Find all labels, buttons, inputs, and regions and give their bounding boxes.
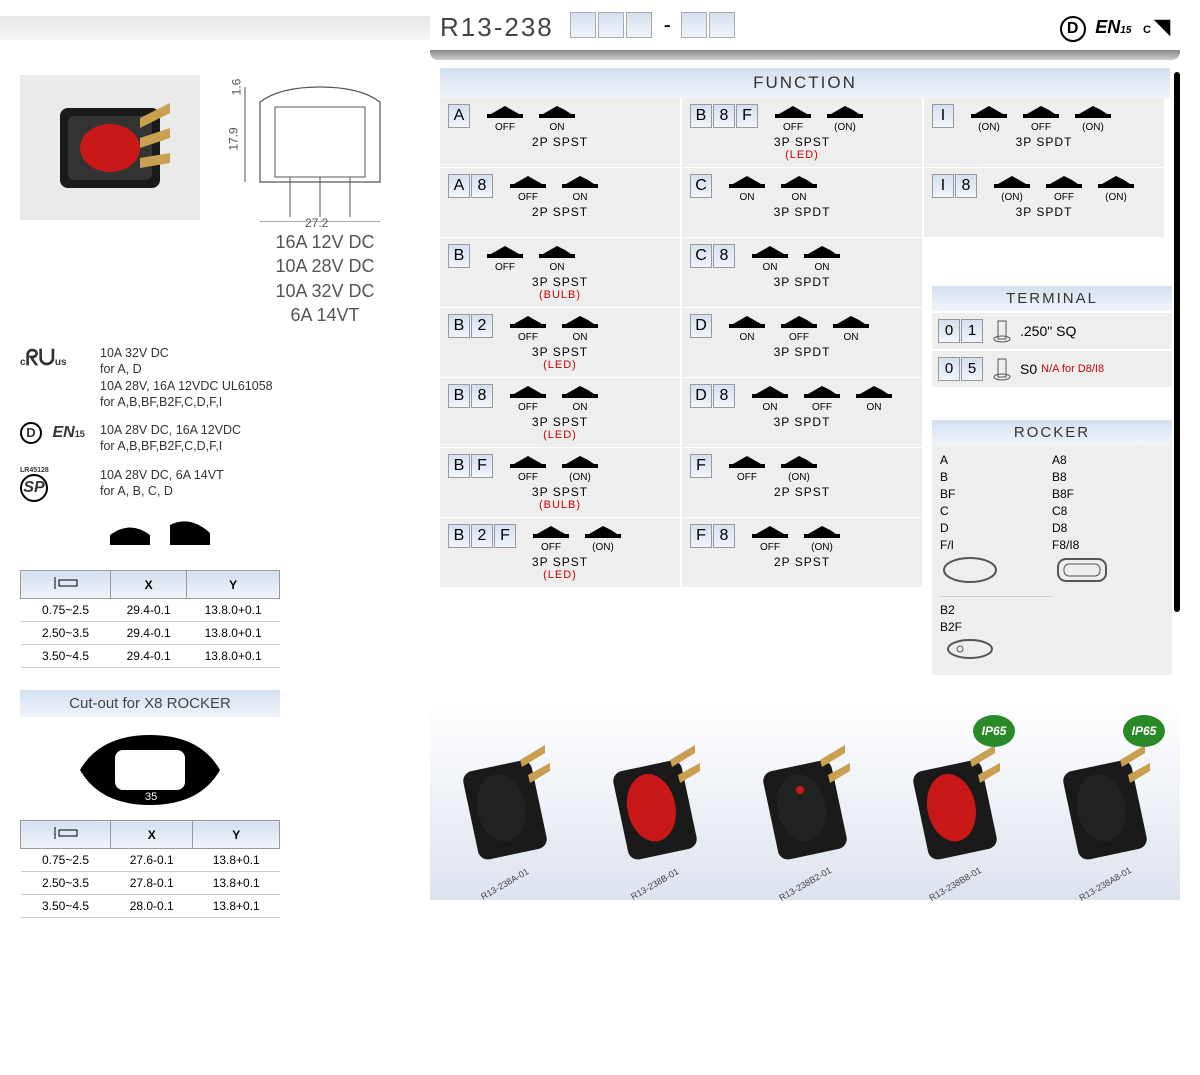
func-cell-B2: B2OFFON 3P SPST(LED) bbox=[440, 308, 680, 378]
func-cell-BF: BFOFF(ON) 3P SPST(BULB) bbox=[440, 448, 680, 518]
product-R13-238B2-01: R13-238B2-01 bbox=[750, 735, 860, 890]
func-cell-C: CONON 3P SPDT bbox=[682, 168, 922, 238]
func-cell-A: AOFFON 2P SPST bbox=[440, 98, 680, 168]
profile-icons bbox=[100, 515, 220, 558]
func-cell-B8F: B8FOFF(ON) 3P SPST(LED) bbox=[682, 98, 922, 168]
terminal-panel: TERMINAL 01 .250" SQ05 S0N/A for D8/I8 bbox=[932, 286, 1172, 387]
cutout-table-1: XY 0.75~2.529.4-0.113.8.0+0.1 2.50~3.529… bbox=[20, 570, 280, 668]
csa-icon: LR45128 SP bbox=[20, 467, 100, 502]
ul-icon: cᖇᑌus bbox=[20, 345, 100, 410]
func-cell-D: DONOFFON 3P SPDT bbox=[682, 308, 922, 378]
decor-bar bbox=[430, 50, 1180, 60]
decor-side bbox=[1174, 72, 1180, 612]
dim-height: 17.9 bbox=[227, 127, 241, 150]
func-cell-B: BOFFON 3P SPST(BULB) bbox=[440, 238, 680, 308]
header-certifications: D EN15 C ◥ bbox=[1060, 14, 1170, 42]
func-cell-I8: I8(ON)OFF(ON) 3P SPDT bbox=[924, 168, 1164, 238]
ip65-badge: IP65 bbox=[973, 715, 1015, 747]
terminal-row-01: 01 .250" SQ bbox=[932, 313, 1172, 349]
cutout-label: Cut-out for X8 ROCKER bbox=[20, 690, 280, 717]
d-mark-icon: D bbox=[1060, 16, 1086, 42]
dim-top: 1.6 bbox=[229, 79, 243, 96]
product-R13-238B8-01: IP65 R13-238B8-01 bbox=[900, 735, 1010, 890]
terminal-header: TERMINAL bbox=[932, 286, 1172, 311]
product-gallery: R13-238A-01 R13-238B-01 R13-238B2-01 IP6… bbox=[430, 700, 1180, 900]
enec-icon: EN15 bbox=[1095, 17, 1131, 38]
svg-text:35: 35 bbox=[145, 791, 157, 803]
func-cell-I: I(ON)OFF(ON) 3P SPDT bbox=[924, 98, 1164, 168]
ul-icon: ◥ bbox=[1155, 16, 1170, 38]
rocker-panel: ROCKER ABBFCDF/I B2B2F A8B8B8FC8D8F8/I8 bbox=[932, 420, 1172, 675]
cutout-table-2: XY 0.75~2.527.6-0.113.8+0.1 2.50~3.527.8… bbox=[20, 820, 280, 918]
thickness-icon bbox=[21, 571, 111, 599]
product-R13-238A8-01: IP65 R13-238A8-01 bbox=[1050, 735, 1160, 890]
part-number: R13-238 bbox=[440, 12, 554, 43]
rocker-header: ROCKER bbox=[932, 420, 1172, 445]
dimension-drawing: 17.9 1.6 27.2 bbox=[220, 72, 420, 222]
func-cell-F8: F8OFF(ON) 2P SPST bbox=[682, 518, 922, 588]
func-cell-A8: A8OFFON 2P SPST bbox=[440, 168, 680, 238]
header: R13-238 - D EN15 C ◥ bbox=[0, 8, 1200, 50]
func-cell-F: FOFF(ON) 2P SPST bbox=[682, 448, 922, 518]
terminal-row-05: 05 S0N/A for D8/I8 bbox=[932, 351, 1172, 387]
product-R13-238B-01: R13-238B-01 bbox=[600, 735, 710, 890]
header-band bbox=[0, 16, 430, 40]
cutout-diagram: 35 bbox=[60, 725, 240, 815]
ip65-badge: IP65 bbox=[1123, 715, 1165, 747]
func-cell-D8: D8ONOFFON 3P SPDT bbox=[682, 378, 922, 448]
certifications: cᖇᑌus 10A 32V DCfor A, D 10A 28V, 16A 12… bbox=[20, 345, 420, 514]
part-option-boxes: - bbox=[570, 12, 737, 38]
ratings-list: 16A 12V DC 10A 28V DC 10A 32V DC 6A 14VT bbox=[235, 230, 415, 327]
d-enec-icon: D EN15 bbox=[20, 422, 100, 455]
func-cell-B8: B8OFFON 3P SPST(LED) bbox=[440, 378, 680, 448]
func-cell-C8: C8ONON 3P SPDT bbox=[682, 238, 922, 308]
product-photo bbox=[20, 75, 200, 220]
product-R13-238A-01: R13-238A-01 bbox=[450, 735, 560, 890]
function-header: FUNCTION bbox=[440, 68, 1170, 98]
dim-width: 27.2 bbox=[305, 216, 328, 230]
func-cell-B2F: B2FOFF(ON) 3P SPST(LED) bbox=[440, 518, 680, 588]
